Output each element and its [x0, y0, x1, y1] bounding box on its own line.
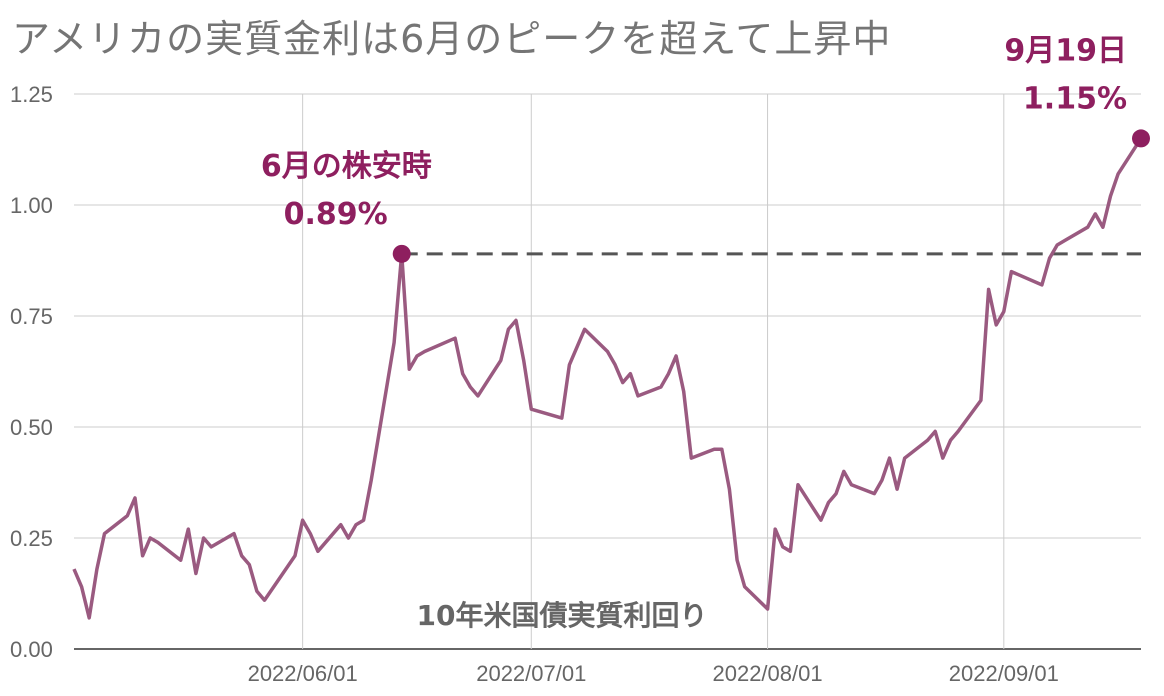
- y-tick-label: 0.00: [10, 637, 53, 662]
- axis-layer: 0.00 0.25 0.50 0.75 1.00 1.25 2022/06/01 2022/0…: [10, 82, 1059, 686]
- series-layer: [72, 137, 1143, 620]
- gridlines: [74, 93, 1141, 650]
- annotation-label: 1.15%: [1023, 81, 1127, 116]
- y-tick-label: 1.25: [10, 82, 53, 107]
- highlight-point: [392, 244, 411, 263]
- x-tick-label: 2022/07/01: [476, 661, 586, 686]
- annotation-label: 9月19日: [1004, 33, 1127, 68]
- series-label: 10年米国債実質利回り: [417, 599, 708, 632]
- x-tick-label: 2022/09/01: [949, 661, 1059, 686]
- highlight-point: [1132, 129, 1150, 148]
- chart-title: アメリカの実質金利は6月のピークを超えて上昇中: [12, 17, 892, 61]
- x-tick-label: 2022/08/01: [712, 661, 822, 686]
- annotation-label: 6月の株安時: [261, 149, 432, 184]
- y-tick-label: 0.50: [10, 415, 53, 440]
- y-tick-label: 0.25: [10, 526, 53, 551]
- x-tick-label: 2022/06/01: [248, 661, 358, 686]
- annotation-label: 0.89%: [284, 197, 388, 232]
- series-line: [72, 137, 1143, 620]
- y-tick-label: 1.00: [10, 193, 53, 218]
- y-tick-label: 0.75: [10, 304, 53, 329]
- annotation-layer: 0.89% 6月の株安時 1.15% 9月19日: [261, 33, 1150, 263]
